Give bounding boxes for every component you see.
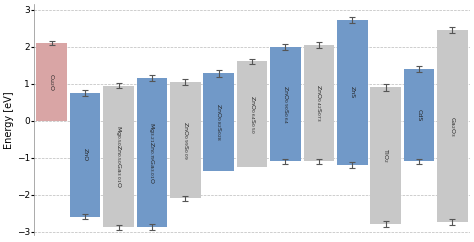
Bar xyxy=(237,61,267,167)
Bar xyxy=(36,43,67,121)
Bar xyxy=(137,78,167,227)
Bar xyxy=(170,82,201,198)
Text: ZnO$_{0.99}$S$_{0.09}$: ZnO$_{0.99}$S$_{0.09}$ xyxy=(181,121,190,159)
Text: Ga$_2$O$_3$: Ga$_2$O$_3$ xyxy=(448,116,457,137)
Bar xyxy=(270,47,301,161)
Text: ZnO$_{0.42}$S$_{0.73}$: ZnO$_{0.42}$S$_{0.73}$ xyxy=(314,84,323,122)
Bar xyxy=(70,93,100,217)
Bar xyxy=(203,73,234,171)
Text: Cu$_2$O: Cu$_2$O xyxy=(47,73,56,91)
Text: ZnO$_{0.64}$S$_{0.50}$: ZnO$_{0.64}$S$_{0.50}$ xyxy=(247,95,256,133)
Bar xyxy=(404,69,435,161)
Bar xyxy=(303,45,334,161)
Text: ZnS: ZnS xyxy=(350,86,355,99)
Text: Mg$_{0.50}$Zn$_{0.50}$Ga$_{3.01}$O: Mg$_{0.50}$Zn$_{0.50}$Ga$_{3.01}$O xyxy=(114,125,123,188)
Text: ZnO$_{0.90}$S$_{0.64}$: ZnO$_{0.90}$S$_{0.64}$ xyxy=(281,85,290,123)
Text: TiO$_2$: TiO$_2$ xyxy=(381,148,390,163)
Bar xyxy=(337,20,368,165)
Text: ZnO: ZnO xyxy=(82,148,88,161)
Bar xyxy=(103,85,134,227)
Text: CdS: CdS xyxy=(417,109,421,121)
Text: Mg$_{3.21}$Zn$_{0.79}$Ga$_{3.01}$O: Mg$_{3.21}$Zn$_{0.79}$Ga$_{3.01}$O xyxy=(147,122,156,184)
Text: ZnO$_{0.82}$S$_{0.28}$: ZnO$_{0.82}$S$_{0.28}$ xyxy=(214,103,223,141)
Bar xyxy=(370,87,401,224)
Y-axis label: Energy [eV]: Energy [eV] xyxy=(4,91,14,149)
Bar xyxy=(437,30,468,222)
